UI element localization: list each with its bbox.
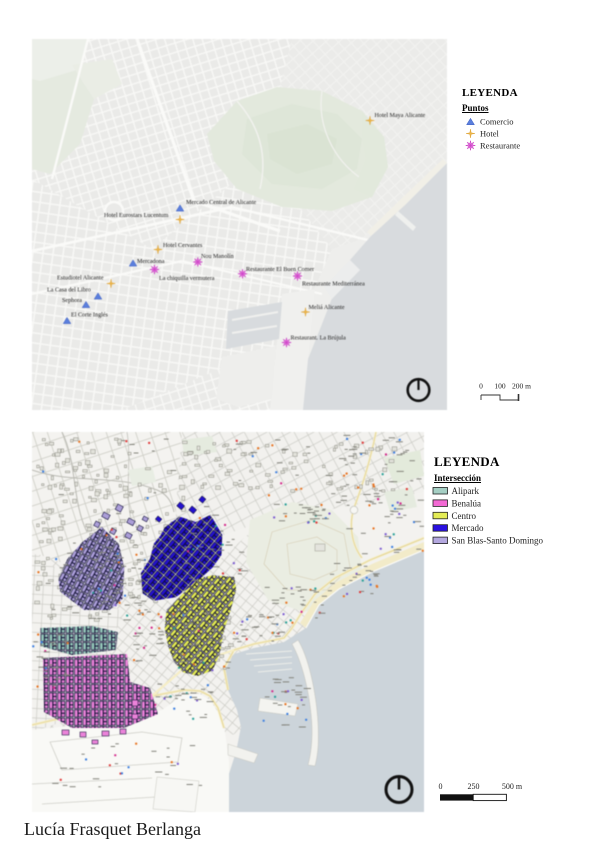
svg-text:Estudiotel Alicante: Estudiotel Alicante [57, 276, 104, 282]
svg-text:Alipark: Alipark [452, 486, 480, 496]
svg-text:Benalúa: Benalúa [452, 498, 482, 508]
svg-text:Comercio: Comercio [480, 117, 514, 127]
svg-text:Mercado: Mercado [452, 523, 484, 533]
svg-text:Hotel Eurostars Lucentum: Hotel Eurostars Lucentum [104, 213, 169, 219]
svg-text:La Casa del Libro: La Casa del Libro [47, 288, 91, 294]
svg-text:Restaurant. La Brújula: Restaurant. La Brújula [291, 336, 347, 342]
svg-text:200 m: 200 m [512, 382, 531, 391]
svg-text:Restaurante: Restaurante [480, 141, 520, 151]
svg-text:Restaurante Mediterránea: Restaurante Mediterránea [302, 282, 365, 288]
svg-text:Hotel Maya Alicante: Hotel Maya Alicante [375, 113, 426, 119]
svg-text:Nou Manolín: Nou Manolín [201, 254, 234, 260]
svg-text:Centro: Centro [452, 511, 477, 521]
svg-text:El Corte Inglés: El Corte Inglés [71, 313, 109, 319]
svg-text:Restaurante El Buen Comer: Restaurante El Buen Comer [246, 267, 314, 273]
svg-text:Mercado Central de Alicante: Mercado Central de Alicante [186, 200, 257, 206]
svg-text:Mercadona: Mercadona [137, 259, 165, 265]
svg-text:Meliá Alicante: Meliá Alicante [309, 305, 345, 311]
svg-text:0: 0 [439, 782, 443, 791]
svg-text:San Blas-Santo Domingo: San Blas-Santo Domingo [452, 536, 544, 546]
svg-text:Hotel Cervantes: Hotel Cervantes [163, 243, 203, 249]
svg-text:La chiquilla vermutera: La chiquilla vermutera [159, 276, 215, 282]
svg-text:Sephora: Sephora [62, 298, 82, 304]
svg-text:100: 100 [494, 382, 506, 391]
svg-text:0: 0 [479, 382, 483, 391]
svg-text:Hotel: Hotel [480, 129, 500, 139]
svg-text:500 m: 500 m [502, 782, 523, 791]
svg-text:250: 250 [468, 782, 480, 791]
